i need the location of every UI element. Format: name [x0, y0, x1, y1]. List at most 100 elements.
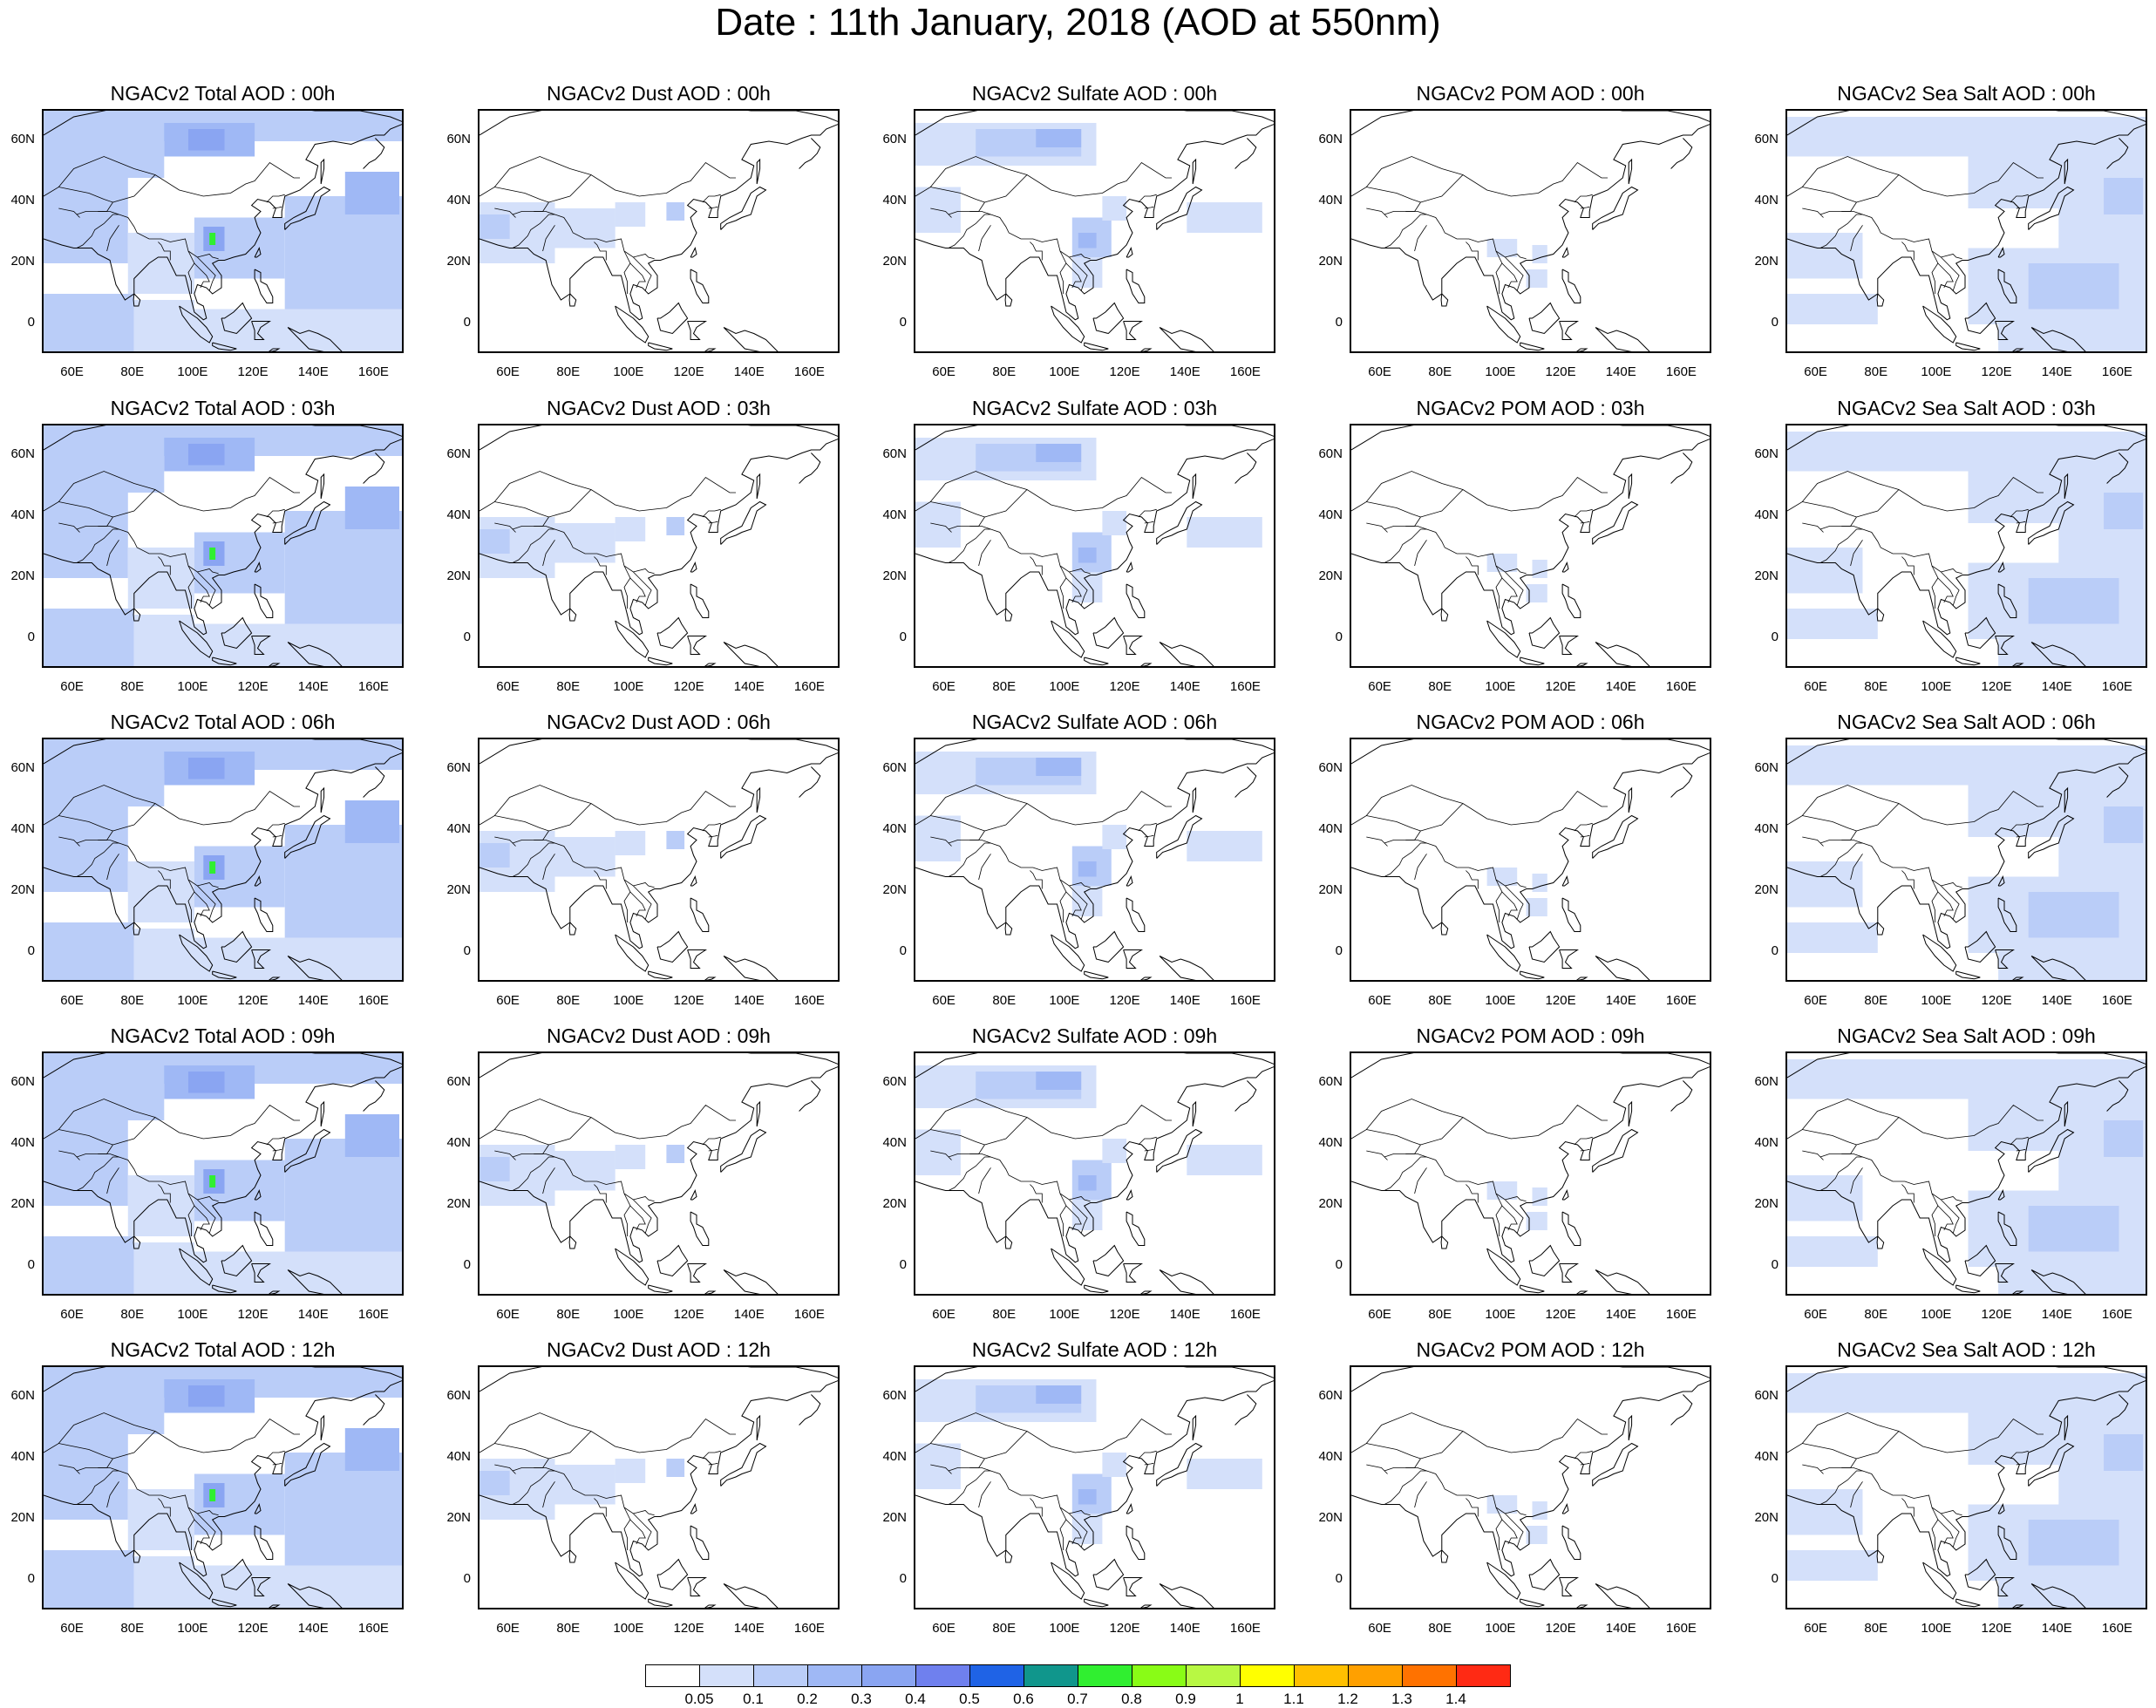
coastline [2030, 642, 2086, 666]
country-border [1365, 471, 1464, 502]
y-tick-label: 0 [1335, 629, 1343, 644]
y-tick-label: 0 [1335, 1257, 1343, 1272]
country-border [548, 161, 736, 203]
map-frame [914, 738, 1275, 982]
country-border [1069, 1199, 1088, 1234]
coastline [479, 439, 838, 636]
aod-field-cell [1532, 1501, 1547, 1520]
country-border [1841, 526, 1962, 575]
coastline [615, 1248, 650, 1286]
aod-map [44, 111, 402, 351]
country-border [1384, 842, 1427, 877]
coastline [1520, 1598, 1545, 1608]
country-border [1065, 891, 1082, 917]
coastline [1528, 302, 1561, 335]
aod-field-cell [44, 294, 134, 351]
aod-field-cell [615, 517, 646, 541]
panel-title: NGACv2 Sea Salt AOD : 06h [1837, 711, 2096, 733]
country-border [266, 194, 285, 203]
country-border [1841, 211, 1962, 260]
coastline [1140, 1290, 1153, 1294]
panel-title: NGACv2 POM AOD : 00h [1416, 82, 1645, 105]
x-tick-label: 100E [1485, 1307, 1516, 1322]
coastline [2028, 814, 2075, 859]
coastline [1051, 1562, 1085, 1600]
coastline [720, 1128, 767, 1173]
coastline [568, 608, 577, 622]
country-border [1941, 256, 1960, 291]
coastline [1192, 1100, 1197, 1127]
country-border [1030, 556, 1043, 575]
coastline [1670, 453, 1693, 484]
aod-field-cell [1787, 117, 2146, 157]
country-border [1059, 1507, 1067, 1550]
coastline [690, 269, 710, 303]
aod-map [1787, 1053, 2146, 1294]
x-tick-label: 80E [1428, 679, 1452, 694]
coastline [1592, 186, 1639, 230]
country-border [1384, 830, 1421, 844]
aod-field-cell [1787, 1550, 1878, 1581]
x-tick-label: 160E [2101, 679, 2132, 694]
coastline [1876, 293, 1885, 307]
colorbar-swatch [915, 1664, 970, 1687]
colorbar-label: 0.1 [743, 1691, 764, 1707]
colorbar-label: 1 [1235, 1691, 1244, 1707]
panel-title: NGACv2 Dust AOD : 06h [547, 711, 771, 733]
x-tick-label: 140E [297, 993, 329, 1008]
country-border [1365, 785, 1464, 816]
map-frame [42, 424, 404, 668]
country-border [948, 528, 991, 563]
coastline [615, 620, 650, 658]
x-tick-label: 60E [60, 1621, 84, 1636]
coastline [1156, 1128, 1203, 1173]
aod-field-cell [2104, 1120, 2144, 1157]
x-tick-label: 140E [1605, 1621, 1636, 1636]
x-tick-label: 80E [992, 1621, 1017, 1636]
x-tick-label: 60E [496, 1621, 520, 1636]
country-border [158, 556, 171, 575]
coastline [133, 1235, 141, 1249]
coastline [1559, 636, 1580, 655]
coastline [1004, 1235, 1013, 1249]
coastline [1440, 1549, 1449, 1563]
coastline [1628, 158, 1633, 185]
x-tick-label: 100E [1921, 364, 1952, 379]
x-tick-label: 60E [60, 1307, 84, 1322]
y-tick-label: 0 [899, 315, 907, 330]
y-tick-label: 40N [1754, 1449, 1779, 1464]
coastline [1876, 1235, 1885, 1249]
country-border [534, 526, 655, 575]
y-tick-label: 20N [1318, 254, 1343, 269]
coastline [287, 327, 343, 351]
y-tick-label: 60N [1318, 1074, 1343, 1089]
colorbar-swatch [1402, 1664, 1457, 1687]
x-tick-label: 80E [120, 679, 145, 694]
aod-field-cell [44, 1120, 128, 1206]
coastline [1234, 1394, 1257, 1426]
coastline [1192, 158, 1197, 185]
country-border [1069, 885, 1088, 920]
x-tick-label: 100E [177, 679, 208, 694]
map-panel: NGACv2 Dust AOD : 12h 60E 80E 100E 120E 140E 1… [446, 1256, 914, 1636]
coastline [1628, 1414, 1633, 1441]
x-tick-label: 60E [1804, 1307, 1827, 1322]
coastline [1159, 956, 1214, 980]
coastline [1123, 321, 1144, 340]
aod-map [1351, 111, 1710, 351]
country-border [1819, 201, 1857, 215]
coastline [1192, 786, 1197, 813]
coastline [799, 453, 821, 484]
country-border [1856, 161, 2044, 203]
country-border [44, 187, 113, 203]
country-border [493, 471, 592, 502]
coastline [1126, 1525, 1146, 1560]
coastline [723, 327, 779, 351]
country-border [594, 242, 607, 261]
coastline [799, 1080, 821, 1112]
coastline [1140, 976, 1153, 980]
map-panel: NGACv2 Sulfate AOD : 03h 60E 80E 100E 120E 14… [882, 315, 1350, 694]
country-border [2010, 1136, 2029, 1146]
aod-field-cell [344, 172, 399, 214]
x-tick-label: 120E [1981, 679, 2012, 694]
